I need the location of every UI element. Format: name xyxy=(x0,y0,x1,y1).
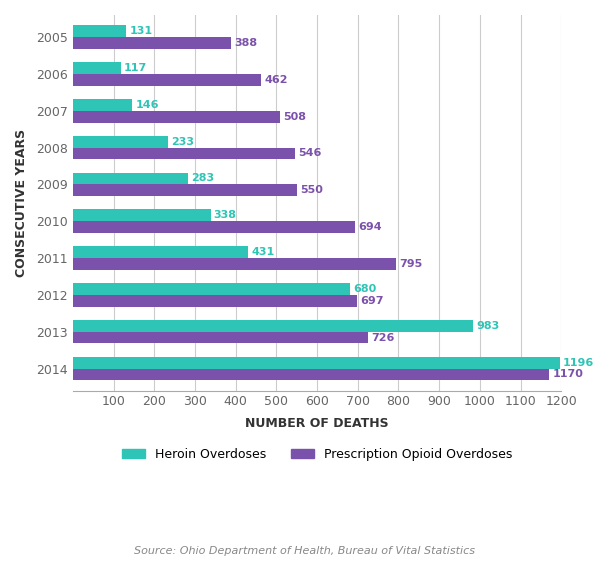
Bar xyxy=(73,99,132,111)
Y-axis label: CONSECUTIVE YEARS: CONSECUTIVE YEARS xyxy=(15,129,28,277)
X-axis label: NUMBER OF DEATHS: NUMBER OF DEATHS xyxy=(245,417,389,430)
Bar xyxy=(73,369,549,380)
Bar xyxy=(73,111,280,123)
Bar xyxy=(73,320,473,332)
Bar xyxy=(73,25,126,37)
Bar xyxy=(73,221,356,233)
Bar xyxy=(73,332,368,343)
Text: 388: 388 xyxy=(234,38,257,48)
Text: 233: 233 xyxy=(171,137,194,147)
Bar xyxy=(73,148,295,160)
Text: 146: 146 xyxy=(136,100,159,110)
Text: Source: Ohio Department of Health, Bureau of Vital Statistics: Source: Ohio Department of Health, Burea… xyxy=(134,546,475,556)
Text: 550: 550 xyxy=(300,185,323,195)
Bar xyxy=(73,37,231,49)
Text: 431: 431 xyxy=(252,247,275,257)
Bar xyxy=(73,74,261,85)
Text: 1196: 1196 xyxy=(563,357,594,368)
Bar xyxy=(73,62,121,74)
Legend: Heroin Overdoses, Prescription Opioid Overdoses: Heroin Overdoses, Prescription Opioid Ov… xyxy=(116,442,518,467)
Bar xyxy=(73,246,248,258)
Bar xyxy=(73,258,396,270)
Text: 697: 697 xyxy=(360,296,383,306)
Text: 131: 131 xyxy=(130,26,153,36)
Text: 508: 508 xyxy=(283,112,306,121)
Text: 726: 726 xyxy=(371,333,395,343)
Bar xyxy=(73,184,297,196)
Text: 117: 117 xyxy=(124,63,147,73)
Bar xyxy=(73,283,350,295)
Text: 546: 546 xyxy=(298,148,322,158)
Text: 462: 462 xyxy=(264,75,287,85)
Text: 1170: 1170 xyxy=(552,369,583,379)
Text: 680: 680 xyxy=(353,284,376,294)
Bar xyxy=(73,357,560,369)
Text: 795: 795 xyxy=(400,259,423,269)
Bar xyxy=(73,136,168,148)
Text: 983: 983 xyxy=(476,321,499,331)
Bar xyxy=(73,210,211,221)
Bar xyxy=(73,295,357,307)
Bar xyxy=(73,173,188,184)
Text: 694: 694 xyxy=(359,222,382,232)
Text: 338: 338 xyxy=(214,210,237,220)
Text: 283: 283 xyxy=(191,174,214,184)
